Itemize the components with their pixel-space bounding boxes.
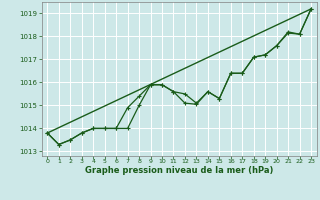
X-axis label: Graphe pression niveau de la mer (hPa): Graphe pression niveau de la mer (hPa) (85, 166, 273, 175)
